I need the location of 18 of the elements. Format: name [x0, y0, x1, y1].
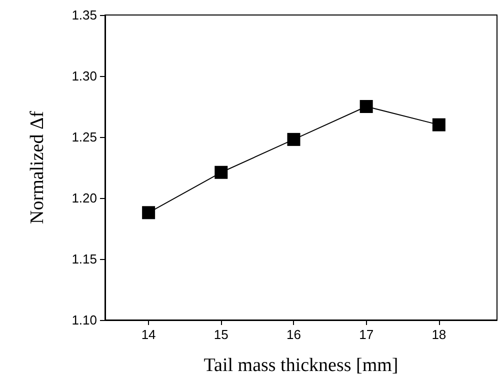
x-tick-label: 16 — [286, 327, 301, 342]
x-tick-label: 14 — [141, 327, 156, 342]
y-tick-label: 1.20 — [72, 190, 97, 206]
x-tick-label: 15 — [214, 327, 228, 342]
y-tick-label: 1.15 — [72, 252, 97, 266]
y-tick-label: 1.35 — [72, 8, 97, 22]
x-tick-label: 17 — [359, 327, 374, 342]
point — [142, 206, 156, 220]
y-tick-label: 1.25 — [72, 130, 97, 144]
y-axis-title: Normalized Δf — [27, 110, 48, 224]
y-tick-label: 1.30 — [72, 68, 97, 84]
y-tick-label: 1.10 — [72, 312, 97, 328]
x-axis-title: Tail mass thickness [mm] — [204, 355, 398, 376]
point — [214, 166, 228, 179]
point — [287, 132, 300, 146]
point — [432, 118, 446, 132]
point — [360, 100, 373, 113]
x-tick-label: 18 — [432, 327, 446, 342]
